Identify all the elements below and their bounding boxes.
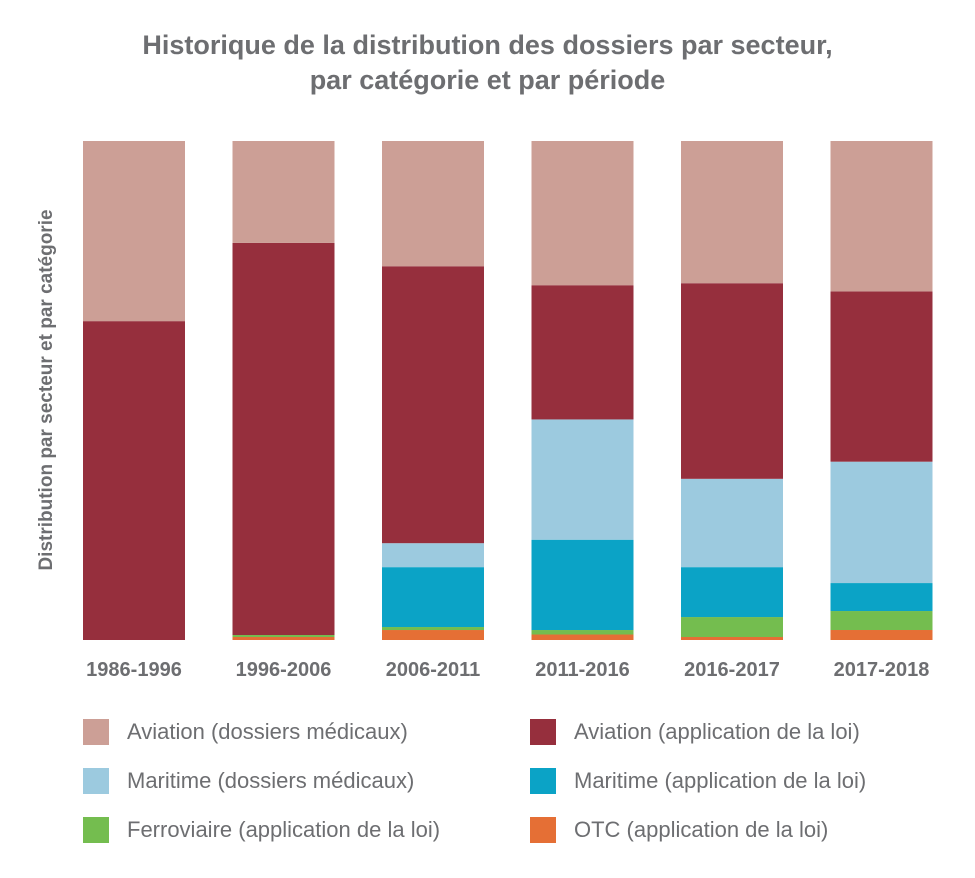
bar-segment-1996-2006-series-5 [232,141,335,243]
legend-label: Aviation (application de la loi) [574,719,860,744]
bar-group-2011-2016: 2011-2016 [531,141,634,681]
bar-group-1996-2006: 1996-2006 [232,141,335,681]
legend-item: OTC (application de la loi) [530,817,828,843]
bar-segment-2016-2017-series-2 [681,567,783,618]
legend-swatch [530,817,556,843]
bar-segment-2011-2016-series-5 [531,141,634,286]
x-tick-label: 1996-2006 [236,659,332,681]
chart-title: Historique de la distribution des dossie… [0,28,975,98]
bar-segment-2006-2011-series-3 [382,543,484,568]
bar-segment-2016-2017-series-4 [681,283,783,479]
legend-swatch [530,719,556,745]
bar-group-2016-2017: 2016-2017 [681,141,783,681]
bar-segment-2017-2018-series-4 [830,291,933,462]
bar-segment-2017-2018-series-0 [830,630,933,640]
bar-segment-2006-2011-series-2 [382,567,484,628]
x-tick-label: 2016-2017 [684,659,780,681]
bar-segment-2011-2016-series-4 [531,285,634,420]
legend-item: Maritime (dossiers médicaux) [83,768,414,794]
legend-label: Maritime (dossiers médicaux) [127,768,415,793]
bar-group-2006-2011: 2006-2011 [382,141,484,681]
legend-label: OTC (application de la loi) [574,817,829,842]
bar-segment-2016-2017-series-1 [681,617,783,638]
bar-segment-2006-2011-series-4 [382,266,484,544]
bar-segment-1996-2006-series-0 [232,637,335,640]
legend-label: Aviation (dossiers médicaux) [127,719,408,744]
legend-item: Maritime (application de la loi) [530,768,866,794]
legend-item: Ferroviaire (application de la loi) [83,817,440,843]
legend-swatch [530,768,556,794]
bar-segment-2017-2018-series-1 [830,611,933,631]
stacked-bar-chart: 1986-1996 1996-2006 2006-2011 2011-2016 2016… [83,141,933,681]
chart-title-line-2: par catégorie et par période [309,65,666,95]
legend-swatch [83,817,109,843]
bar-group-1986-1996: 1986-1996 [83,141,185,681]
bar-segment-2006-2011-series-5 [382,141,484,267]
bar-segment-2011-2016-series-2 [531,539,634,631]
bar-segment-1996-2006-series-1 [232,635,335,638]
bar-segment-2011-2016-series-1 [531,630,634,635]
legend-item: Aviation (dossiers médicaux) [83,719,408,745]
bar-segment-2016-2017-series-0 [681,637,783,640]
bar-segment-1986-1996-series-4 [83,321,185,640]
legend-label: Maritime (application de la loi) [574,768,867,793]
bar-segment-2017-2018-series-2 [830,583,933,612]
bar-segment-1986-1996-series-5 [83,141,185,322]
bar-segment-2016-2017-series-5 [681,141,783,284]
legend-item: Aviation (application de la loi) [530,719,860,745]
legend-swatch [83,768,109,794]
bar-segment-2011-2016-series-0 [531,634,634,640]
x-tick-label: 2017-2018 [834,659,930,681]
bar-segment-2017-2018-series-5 [830,141,933,292]
bar-segment-1996-2006-series-4 [232,242,335,636]
bar-segment-2006-2011-series-0 [382,630,484,640]
x-tick-label: 1986-1996 [86,659,182,681]
x-tick-label: 2006-2011 [386,659,481,681]
bar-segment-2011-2016-series-3 [531,419,634,540]
bar-segment-2017-2018-series-3 [830,461,933,584]
bar-group-2017-2018: 2017-2018 [830,141,933,681]
bar-segment-2006-2011-series-1 [382,627,484,631]
chart-title-line-1: Historique de la distribution des dossie… [142,30,833,60]
legend-label: Ferroviaire (application de la loi) [127,817,441,842]
x-tick-label: 2011-2016 [535,659,630,681]
bar-segment-2016-2017-series-3 [681,478,783,568]
legend-swatch [83,719,109,745]
